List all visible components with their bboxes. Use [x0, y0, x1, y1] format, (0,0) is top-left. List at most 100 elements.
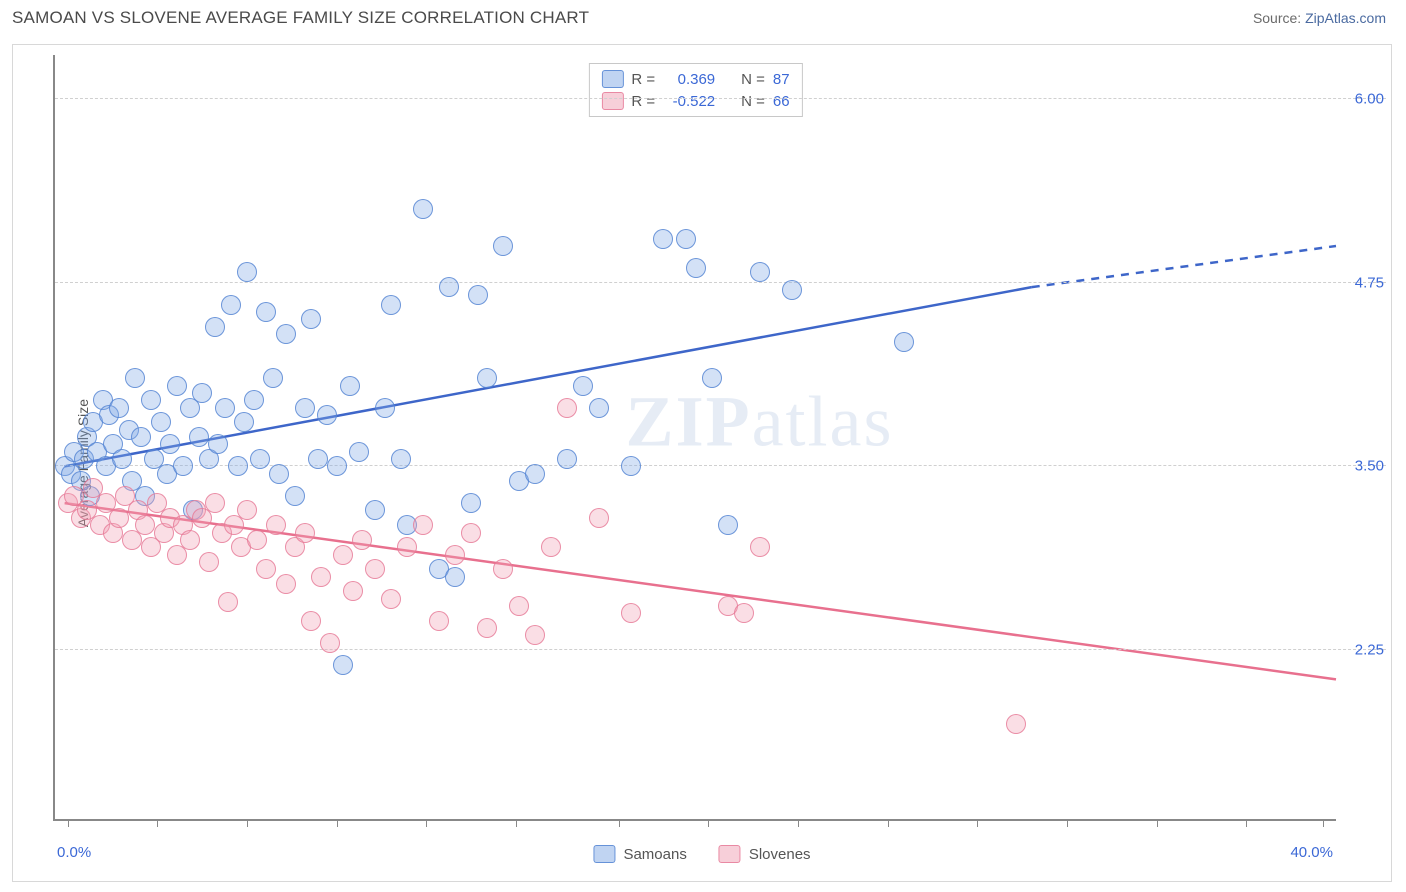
chart-header: SAMOAN VS SLOVENE AVERAGE FAMILY SIZE CO…	[0, 0, 1406, 34]
data-point-samoans	[676, 229, 696, 249]
data-point-slovenes	[205, 493, 225, 513]
data-point-slovenes	[509, 596, 529, 616]
data-point-samoans	[445, 567, 465, 587]
data-point-slovenes	[237, 500, 257, 520]
x-tick	[247, 819, 248, 827]
source-link[interactable]: ZipAtlas.com	[1305, 10, 1386, 26]
data-point-samoans	[205, 317, 225, 337]
gridline	[55, 649, 1386, 650]
data-point-slovenes	[445, 545, 465, 565]
data-point-slovenes	[311, 567, 331, 587]
data-point-slovenes	[352, 530, 372, 550]
n-label-1: N =	[741, 71, 765, 88]
data-point-samoans	[477, 368, 497, 388]
data-point-slovenes	[734, 603, 754, 623]
gridline	[55, 98, 1386, 99]
x-tick	[516, 819, 517, 827]
data-point-samoans	[317, 405, 337, 425]
data-point-samoans	[557, 449, 577, 469]
data-point-slovenes	[621, 603, 641, 623]
legend-label-samoans: Samoans	[623, 846, 686, 863]
data-point-samoans	[782, 280, 802, 300]
data-point-slovenes	[276, 574, 296, 594]
data-point-samoans	[349, 442, 369, 462]
data-point-samoans	[256, 302, 276, 322]
data-point-samoans	[276, 324, 296, 344]
data-point-slovenes	[218, 592, 238, 612]
y-tick-label: 6.00	[1355, 91, 1384, 108]
plot-area: ZIPatlas R = 0.369 N = 87 R = -0.522 N =…	[53, 55, 1336, 821]
data-point-samoans	[131, 427, 151, 447]
x-tick	[337, 819, 338, 827]
data-point-slovenes	[247, 530, 267, 550]
data-point-slovenes	[295, 523, 315, 543]
data-point-samoans	[269, 464, 289, 484]
data-point-samoans	[573, 376, 593, 396]
correlation-legend: R = 0.369 N = 87 R = -0.522 N = 66	[588, 63, 802, 117]
swatch-slovenes	[601, 92, 623, 110]
data-point-slovenes	[397, 537, 417, 557]
data-point-samoans	[340, 376, 360, 396]
data-point-samoans	[413, 199, 433, 219]
x-tick	[1246, 819, 1247, 827]
data-point-samoans	[237, 262, 257, 282]
data-point-samoans	[208, 434, 228, 454]
data-point-samoans	[653, 229, 673, 249]
data-point-samoans	[109, 398, 129, 418]
chart-container: Average Family Size ZIPatlas R = 0.369 N…	[12, 44, 1392, 882]
data-point-slovenes	[333, 545, 353, 565]
y-tick-label: 4.75	[1355, 274, 1384, 291]
x-tick	[977, 819, 978, 827]
data-point-samoans	[718, 515, 738, 535]
data-point-slovenes	[525, 625, 545, 645]
data-point-samoans	[365, 500, 385, 520]
data-point-samoans	[244, 390, 264, 410]
r-value-1: 0.369	[663, 71, 715, 88]
swatch-slovenes-icon	[719, 845, 741, 863]
x-tick	[619, 819, 620, 827]
data-point-samoans	[189, 427, 209, 447]
data-point-slovenes	[365, 559, 385, 579]
r-label-1: R =	[631, 71, 655, 88]
y-tick-label: 2.25	[1355, 642, 1384, 659]
data-point-samoans	[493, 236, 513, 256]
y-tick-label: 3.50	[1355, 458, 1384, 475]
x-tick	[1157, 819, 1158, 827]
x-axis-max-label: 40.0%	[1290, 844, 1333, 861]
data-point-samoans	[285, 486, 305, 506]
data-point-slovenes	[413, 515, 433, 535]
data-point-samoans	[333, 655, 353, 675]
data-point-samoans	[589, 398, 609, 418]
data-point-slovenes	[461, 523, 481, 543]
data-point-samoans	[381, 295, 401, 315]
x-tick	[1067, 819, 1068, 827]
x-tick	[1323, 819, 1324, 827]
watermark-bold: ZIP	[626, 381, 752, 461]
n-label-2: N =	[741, 93, 765, 110]
watermark-light: atlas	[752, 381, 894, 461]
data-point-slovenes	[301, 611, 321, 631]
data-point-samoans	[750, 262, 770, 282]
data-point-samoans	[461, 493, 481, 513]
n-value-1: 87	[773, 71, 790, 88]
x-tick	[708, 819, 709, 827]
watermark: ZIPatlas	[626, 380, 894, 463]
data-point-slovenes	[381, 589, 401, 609]
data-point-samoans	[221, 295, 241, 315]
data-point-samoans	[391, 449, 411, 469]
data-point-slovenes	[109, 508, 129, 528]
data-point-samoans	[439, 277, 459, 297]
data-point-samoans	[468, 285, 488, 305]
chart-title: SAMOAN VS SLOVENE AVERAGE FAMILY SIZE CO…	[12, 8, 589, 28]
data-point-samoans	[250, 449, 270, 469]
legend-label-slovenes: Slovenes	[749, 846, 811, 863]
data-point-slovenes	[343, 581, 363, 601]
data-point-slovenes	[256, 559, 276, 579]
data-point-slovenes	[180, 530, 200, 550]
data-point-slovenes	[557, 398, 577, 418]
data-point-slovenes	[429, 611, 449, 631]
data-point-slovenes	[750, 537, 770, 557]
legend-row-samoans: R = 0.369 N = 87	[601, 70, 789, 88]
data-point-slovenes	[199, 552, 219, 572]
data-point-samoans	[112, 449, 132, 469]
